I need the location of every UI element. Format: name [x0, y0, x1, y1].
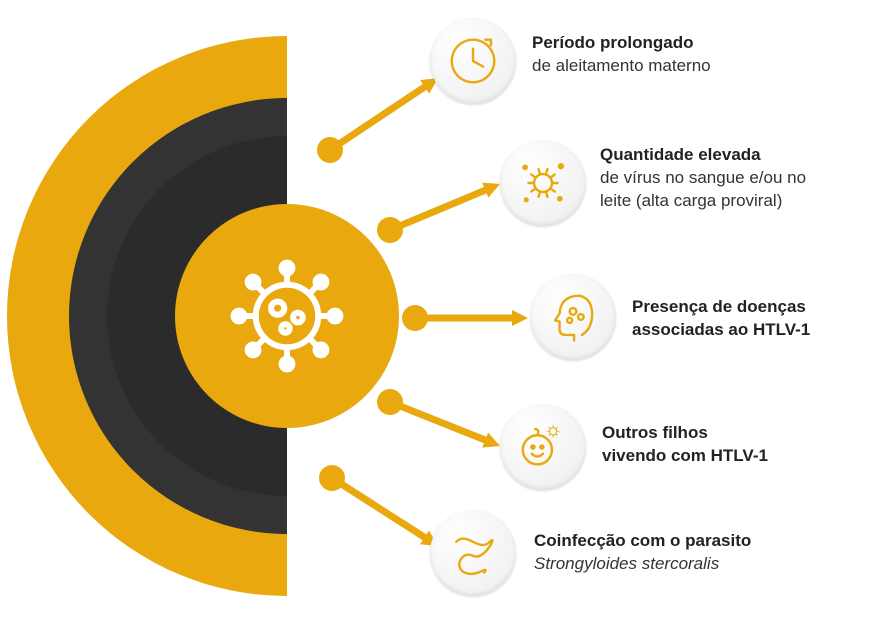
item-text-line: Outros filhos — [602, 422, 768, 445]
item-text-line: de aleitamento materno — [532, 55, 711, 78]
item-text-quantidade: Quantidade elevadade vírus no sangue e/o… — [600, 144, 806, 213]
item-text-line: Período prolongado — [532, 32, 711, 55]
connector-presenca — [395, 298, 548, 338]
virus-icon — [227, 256, 347, 376]
item-icon-outros — [500, 404, 586, 490]
item-text-line: associadas ao HTLV-1 — [632, 319, 810, 342]
item-icon-quantidade — [500, 140, 586, 226]
item-icon-coinfeccao — [430, 510, 516, 596]
item-text-line: Presença de doenças — [632, 296, 810, 319]
item-text-line: Coinfecção com o parasito — [534, 530, 751, 553]
connector-quantidade — [370, 164, 520, 250]
item-text-line: Strongyloides stercoralis — [534, 553, 751, 576]
item-icon-periodo — [430, 18, 516, 104]
item-text-line: de vírus no sangue e/ou no — [600, 167, 806, 190]
item-text-outros: Outros filhosvivendo com HTLV-1 — [602, 422, 768, 468]
connector-outros — [370, 382, 520, 466]
item-text-presenca: Presença de doençasassociadas ao HTLV-1 — [632, 296, 810, 342]
item-text-line: Quantidade elevada — [600, 144, 806, 167]
item-icon-presenca — [530, 274, 616, 360]
item-text-coinfeccao: Coinfecção com o parasitoStrongyloides s… — [534, 530, 751, 576]
item-text-line: vivendo com HTLV-1 — [602, 445, 768, 468]
item-text-line: leite (alta carga proviral) — [600, 190, 806, 213]
item-text-periodo: Período prolongadode aleitamento materno — [532, 32, 711, 78]
